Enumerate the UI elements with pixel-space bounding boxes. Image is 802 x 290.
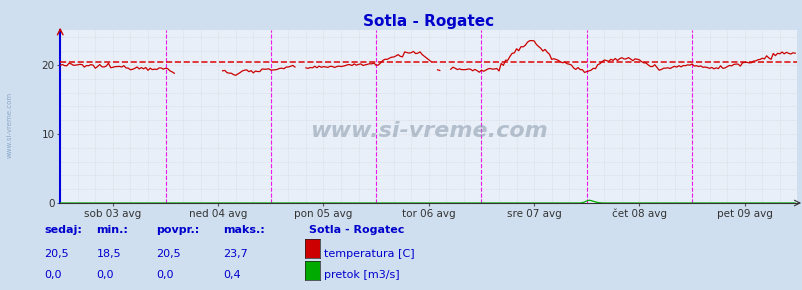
Text: 23,7: 23,7 (223, 249, 248, 259)
Text: min.:: min.: (96, 225, 128, 235)
Text: 0,4: 0,4 (223, 270, 241, 280)
Title: Sotla - Rogatec: Sotla - Rogatec (363, 14, 494, 29)
Text: 20,5: 20,5 (156, 249, 181, 259)
Text: 0,0: 0,0 (156, 270, 174, 280)
Text: 18,5: 18,5 (96, 249, 121, 259)
Text: sedaj:: sedaj: (44, 225, 82, 235)
Text: maks.:: maks.: (223, 225, 265, 235)
Text: 0,0: 0,0 (44, 270, 62, 280)
Text: temperatura [C]: temperatura [C] (323, 249, 414, 259)
Text: Sotla - Rogatec: Sotla - Rogatec (309, 225, 404, 235)
Text: 20,5: 20,5 (44, 249, 69, 259)
Text: pretok [m3/s]: pretok [m3/s] (323, 270, 399, 280)
Text: 0,0: 0,0 (96, 270, 114, 280)
Text: www.si-vreme.com: www.si-vreme.com (310, 121, 547, 141)
Text: www.si-vreme.com: www.si-vreme.com (6, 92, 13, 158)
Text: povpr.:: povpr.: (156, 225, 200, 235)
